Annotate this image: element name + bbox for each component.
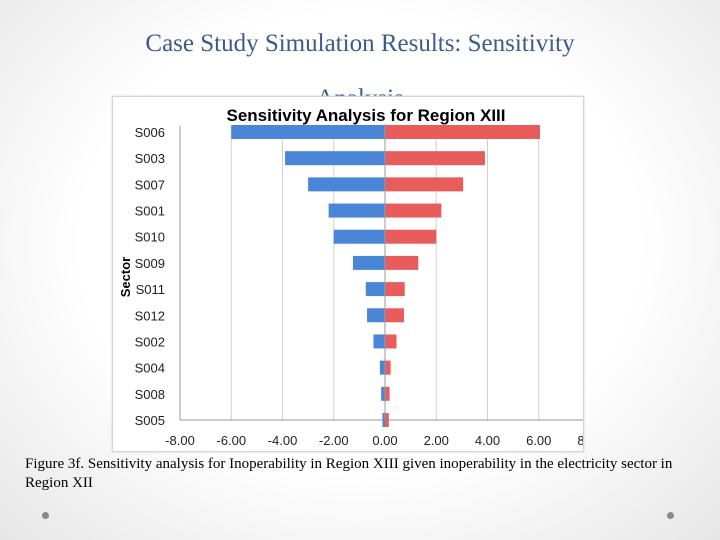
bar [231,125,385,139]
category-label: S009 [135,256,165,271]
bar [365,282,385,297]
bar [333,229,385,244]
bullet-dot [42,512,49,519]
bar [382,413,385,427]
x-tick-label: -2.00 [319,433,349,448]
slide-title: Case Study Simulation Results: Sensitivi… [145,30,575,57]
bar [379,360,385,375]
category-label: S001 [135,204,165,219]
category-label: S006 [135,125,165,140]
bar [385,203,442,218]
x-tick-label: 2.00 [424,433,449,448]
x-tick-label: -6.00 [216,433,246,448]
category-label: S005 [135,413,165,428]
bar [285,151,385,166]
x-tick-label: -8.00 [165,433,195,448]
category-label: S007 [135,177,165,192]
bar [385,177,464,192]
tornado-chart: Sensitivity Analysis for Region XIII Sec… [118,106,603,448]
chart-title: Sensitivity Analysis for Region XIII [227,106,506,125]
bar [367,308,385,323]
bullet-dot [667,512,674,519]
bar [385,413,389,427]
x-tick-label: -4.00 [268,433,298,448]
category-label: S010 [135,230,165,245]
bar [381,386,385,401]
y-axis-label: Sector [118,257,133,297]
category-label: S002 [135,334,165,349]
bar [352,255,385,270]
x-tick-label: 8.00 [577,433,583,448]
bar [385,360,391,375]
category-label: S008 [135,387,165,402]
chart-container: Sensitivity Analysis for Region XIII Sec… [112,96,603,452]
bar [385,386,390,401]
x-tick-label: 0.00 [372,433,397,448]
category-label: S011 [136,282,165,297]
figure-caption: Figure 3f. Sensitivity analysis for Inop… [25,456,673,491]
bar [385,151,485,166]
bar [385,308,404,323]
bar [385,229,437,244]
category-label: S003 [135,151,165,166]
bar [328,203,385,218]
x-tick-label: 4.00 [475,433,500,448]
category-label: S004 [135,361,165,376]
category-label: S012 [135,308,165,323]
bar [385,255,419,270]
bar [385,334,397,349]
bar [385,125,541,139]
x-tick-label: 6.00 [526,433,551,448]
bar [308,177,385,192]
bar [373,334,385,349]
bar [385,282,405,297]
